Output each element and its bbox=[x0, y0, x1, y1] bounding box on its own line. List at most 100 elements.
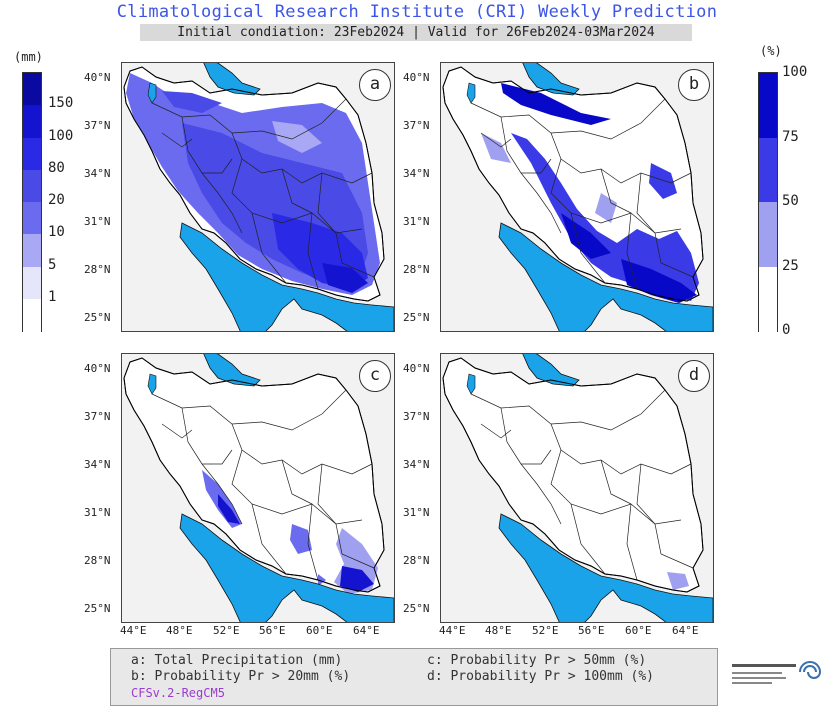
colorbar-label: 25 bbox=[782, 257, 799, 274]
precip-area bbox=[162, 91, 222, 113]
precip-area bbox=[322, 263, 368, 293]
colorbar-label: 5 bbox=[48, 256, 57, 273]
institute-logo bbox=[730, 652, 830, 696]
precip-area bbox=[561, 213, 611, 259]
province-border bbox=[151, 98, 347, 140]
province-border bbox=[181, 116, 243, 234]
province-border bbox=[626, 503, 638, 581]
caspian-sea bbox=[522, 354, 580, 387]
map-panel-c: c bbox=[121, 353, 395, 623]
province-border bbox=[181, 407, 243, 525]
lat-tick-label: 25°N bbox=[403, 311, 430, 324]
province-border bbox=[550, 132, 692, 184]
right-colorbar-unit: (%) bbox=[760, 44, 782, 58]
province-border bbox=[281, 168, 313, 214]
left-colorbar-unit: (mm) bbox=[14, 50, 43, 64]
map-panel-b: b bbox=[440, 62, 714, 332]
lon-tick-label: 56°E bbox=[259, 624, 286, 637]
precip-area bbox=[667, 572, 689, 590]
lat-tick-label: 40°N bbox=[403, 71, 430, 84]
lake-urmia bbox=[466, 82, 476, 104]
probability-colorbar bbox=[758, 72, 778, 332]
lat-tick-label: 28°N bbox=[84, 554, 111, 567]
lake-urmia bbox=[466, 373, 476, 395]
colorbar-swatch bbox=[23, 266, 41, 300]
lat-tick-label: 34°N bbox=[403, 458, 430, 471]
province-border bbox=[317, 463, 375, 569]
province-border bbox=[231, 132, 373, 184]
colorbar-swatch bbox=[23, 202, 41, 235]
precip-area bbox=[218, 494, 240, 524]
lat-tick-label: 25°N bbox=[403, 602, 430, 615]
caspian-sea bbox=[203, 354, 261, 387]
colorbar-label: 75 bbox=[782, 128, 799, 145]
precip-area bbox=[481, 133, 511, 163]
province-border bbox=[550, 423, 692, 475]
lat-tick-label: 31°N bbox=[84, 506, 111, 519]
province-border bbox=[202, 449, 233, 465]
province-border bbox=[480, 423, 512, 439]
lat-tick-label: 40°N bbox=[403, 362, 430, 375]
caspian-sea bbox=[522, 63, 580, 96]
colorbar-swatch bbox=[23, 137, 41, 171]
province-border bbox=[281, 459, 313, 505]
persian-gulf bbox=[498, 513, 713, 622]
province-border bbox=[470, 389, 666, 431]
colorbar-label: 80 bbox=[48, 159, 65, 176]
lat-tick-label: 40°N bbox=[84, 71, 111, 84]
province-border bbox=[570, 212, 606, 284]
colorbar-swatch bbox=[23, 73, 41, 106]
precip-area bbox=[621, 259, 697, 303]
caspian-sea bbox=[203, 63, 261, 96]
lat-tick-label: 34°N bbox=[84, 167, 111, 180]
lat-tick-label: 40°N bbox=[84, 362, 111, 375]
colorbar-swatch bbox=[759, 266, 777, 332]
lon-tick-label: 60°E bbox=[306, 624, 333, 637]
map-panel-a: a bbox=[121, 62, 395, 332]
colorbar-label: 10 bbox=[48, 224, 65, 241]
province-border bbox=[626, 212, 638, 290]
panel-label-a: a bbox=[359, 69, 391, 101]
province-border bbox=[500, 116, 562, 234]
province-border bbox=[251, 503, 287, 575]
lat-tick-label: 28°N bbox=[403, 554, 430, 567]
colorbar-swatch bbox=[759, 137, 777, 203]
page-title: Climatological Research Institute (CRI) … bbox=[116, 2, 718, 22]
precip-area bbox=[511, 133, 699, 301]
panel-label-b: b bbox=[678, 69, 710, 101]
lon-tick-label: 60°E bbox=[625, 624, 652, 637]
lat-tick-label: 28°N bbox=[84, 263, 111, 276]
lat-tick-label: 37°N bbox=[84, 410, 111, 423]
lat-tick-label: 31°N bbox=[403, 215, 430, 228]
precip-area bbox=[272, 121, 322, 153]
model-name: CFSv.2-RegCM5 bbox=[131, 686, 225, 700]
province-border bbox=[470, 98, 666, 140]
province-border bbox=[636, 172, 694, 278]
colorbar-swatch bbox=[759, 73, 777, 138]
lon-tick-label: 44°E bbox=[120, 624, 147, 637]
lat-tick-label: 25°N bbox=[84, 602, 111, 615]
lat-tick-label: 34°N bbox=[403, 167, 430, 180]
legend-b: b: Probability Pr > 20mm (%) bbox=[131, 669, 351, 684]
legend-c: c: Probability Pr > 50mm (%) bbox=[427, 653, 647, 668]
colorbar-swatch bbox=[23, 105, 41, 138]
province-border bbox=[251, 212, 287, 284]
persian-gulf bbox=[498, 222, 713, 331]
precip-area bbox=[649, 163, 677, 199]
province-border bbox=[161, 423, 193, 439]
precip-area bbox=[290, 524, 312, 554]
legend-a: a: Total Precipitation (mm) bbox=[131, 653, 343, 668]
province-border bbox=[521, 158, 552, 174]
panel-label-d: d bbox=[678, 360, 710, 392]
province-border bbox=[600, 168, 632, 214]
province-border bbox=[317, 172, 375, 278]
province-border bbox=[307, 503, 319, 581]
map-panel-d: d bbox=[440, 353, 714, 623]
precip-area bbox=[340, 566, 374, 592]
lat-tick-label: 31°N bbox=[84, 215, 111, 228]
province-border bbox=[151, 389, 347, 431]
lon-tick-label: 64°E bbox=[672, 624, 699, 637]
province-border bbox=[231, 423, 373, 475]
province-border bbox=[202, 158, 233, 174]
lon-tick-label: 48°E bbox=[166, 624, 193, 637]
